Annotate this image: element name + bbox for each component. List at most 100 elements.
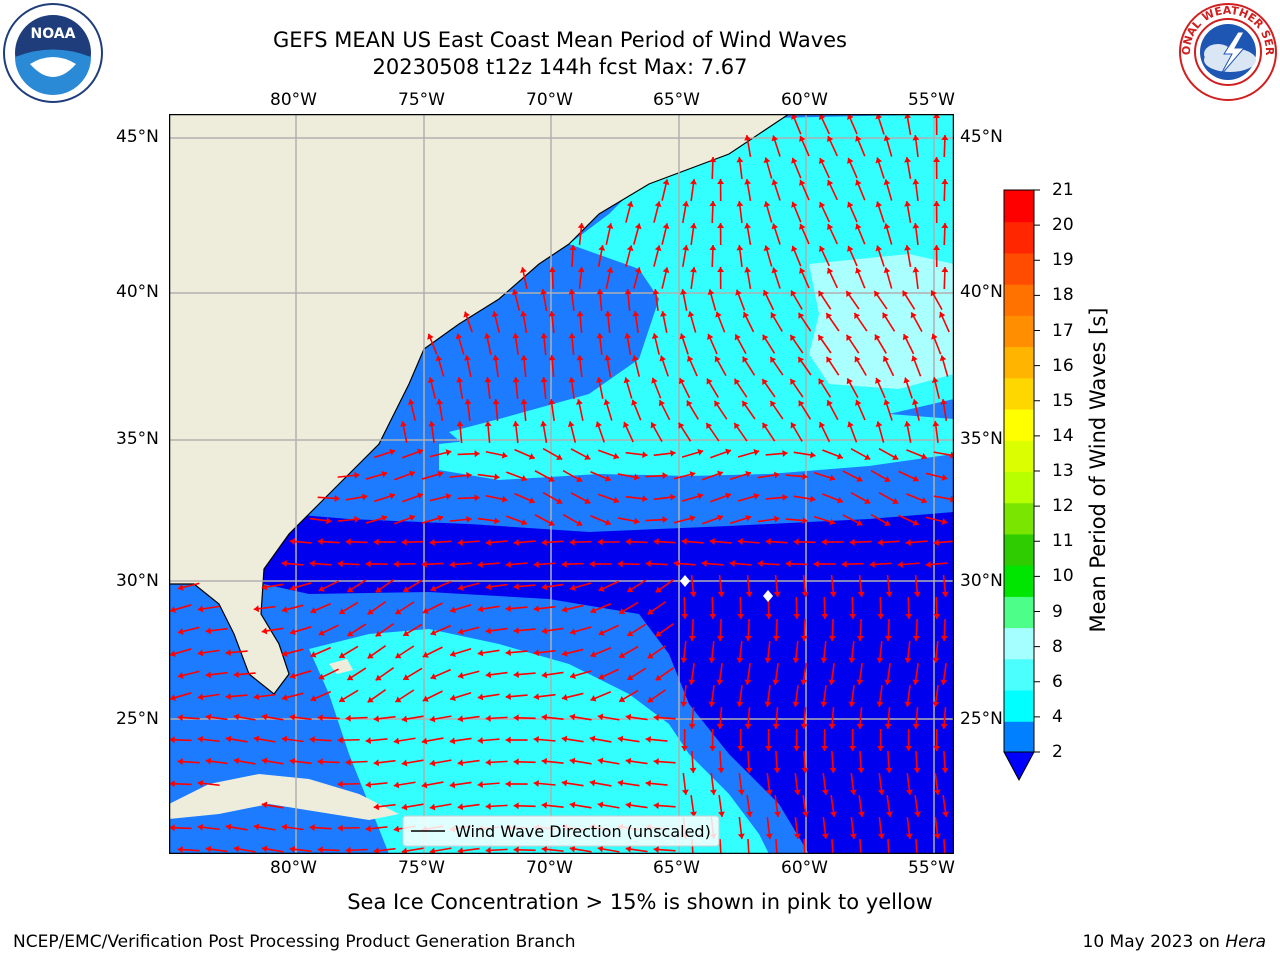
wave-direction-arrow [492, 398, 500, 422]
wave-direction-arrow [708, 684, 716, 708]
colorbar-tick-label: 16 [1052, 355, 1074, 376]
wave-direction-arrow [623, 377, 633, 399]
wave-direction-arrow [933, 539, 954, 547]
wave-direction-arrow [904, 684, 912, 708]
wave-direction-arrow [800, 706, 808, 730]
wave-direction-arrow [847, 245, 858, 267]
wave-direction-arrow [659, 355, 669, 377]
wave-direction-arrow [617, 473, 640, 481]
wave-direction-arrow [561, 648, 584, 657]
wave-direction-arrow [709, 156, 717, 180]
wave-direction-arrow [877, 816, 885, 840]
wave-direction-arrow [938, 311, 950, 333]
wave-direction-arrow [882, 355, 895, 377]
wave-direction-arrow [477, 736, 500, 744]
wave-direction-arrow [653, 802, 676, 810]
wave-direction-arrow [626, 623, 647, 637]
wave-direction-arrow [647, 601, 667, 615]
wave-direction-arrow [933, 244, 941, 268]
wave-direction-arrow [205, 757, 228, 765]
colorbar-tick-label: 12 [1052, 496, 1074, 517]
wave-direction-arrow [568, 376, 576, 400]
wave-direction-arrow [793, 816, 801, 840]
wave-direction-arrow [930, 289, 943, 311]
wave-direction-arrow [870, 469, 891, 483]
wave-direction-arrow [856, 706, 864, 730]
wave-direction-arrow [885, 574, 893, 598]
wave-direction-arrow [492, 354, 500, 378]
wave-direction-arrow [365, 560, 388, 568]
wave-direction-arrow [803, 838, 806, 854]
wave-direction-arrow [513, 583, 536, 591]
wave-direction-arrow [505, 693, 528, 701]
wave-direction-arrow [681, 448, 704, 458]
wave-direction-arrow [729, 470, 752, 481]
wave-direction-arrow [449, 648, 472, 658]
map-title: GEFS MEAN US East Coast Mean Period of W… [273, 28, 847, 52]
wave-direction-arrow [845, 290, 860, 310]
wave-direction-arrow [625, 451, 648, 459]
wave-direction-arrow [825, 312, 840, 332]
colorbar-title: Mean Period of Wind Waves [s] [1086, 307, 1110, 633]
wave-direction-arrow [940, 618, 948, 642]
wave-direction-arrow [886, 794, 893, 818]
wave-direction-arrow [905, 816, 913, 840]
wave-direction-arrow [569, 538, 592, 546]
wave-direction-arrow [625, 201, 634, 223]
wave-direction-arrow [169, 604, 192, 614]
wave-direction-arrow [845, 334, 860, 354]
wave-direction-arrow [826, 179, 839, 201]
wave-direction-arrow [736, 156, 744, 180]
wave-direction-arrow [457, 670, 480, 679]
wave-direction-arrow [848, 684, 856, 708]
wave-direction-arrow [855, 267, 866, 289]
colorbar-segment [1004, 627, 1034, 660]
wave-direction-arrow [875, 114, 885, 135]
wave-direction-arrow [345, 846, 368, 854]
wave-direction-arrow [456, 377, 464, 399]
wave-direction-arrow [597, 757, 620, 765]
wave-direction-arrow [540, 376, 548, 400]
lon-label-bottom: 60°W [781, 858, 828, 878]
wave-direction-arrow [820, 684, 828, 708]
wave-direction-arrow [741, 400, 756, 420]
wave-direction-arrow [737, 728, 745, 752]
wave-direction-arrow [897, 560, 920, 568]
wave-direction-arrow [345, 538, 368, 546]
wave-direction-arrow [449, 471, 472, 479]
colorbar-tick-label: 14 [1052, 425, 1074, 446]
wave-direction-arrow [737, 449, 760, 458]
wave-direction-arrow [309, 517, 332, 525]
wave-direction-arrow [541, 583, 564, 591]
wave-direction-arrow [770, 312, 783, 332]
wave-direction-arrow [681, 596, 689, 620]
wave-direction-arrow [828, 618, 836, 642]
wave-direction-arrow [561, 692, 584, 701]
wave-direction-arrow [394, 470, 416, 481]
wave-direction-arrow [678, 422, 692, 442]
wave-direction-arrow [911, 399, 920, 421]
wave-direction-arrow [429, 803, 452, 811]
wave-direction-arrow [407, 399, 416, 421]
wave-direction-arrow [540, 332, 548, 356]
wave-direction-arrow [626, 579, 647, 593]
wave-direction-arrow [709, 537, 732, 545]
wave-direction-arrow [710, 492, 732, 503]
wave-direction-arrow [826, 223, 839, 245]
wave-direction-arrow [817, 334, 832, 354]
wave-direction-arrow [681, 201, 690, 223]
wave-direction-arrow [686, 400, 699, 420]
wave-direction-arrow [624, 288, 632, 312]
wave-direction-arrow [309, 560, 332, 568]
wave-direction-arrow [688, 618, 696, 642]
wave-direction-arrow [449, 737, 472, 745]
wave-direction-arrow [541, 713, 564, 721]
wave-direction-arrow [345, 714, 368, 722]
wave-direction-arrow [830, 794, 837, 818]
wave-direction-arrow [534, 514, 555, 526]
wave-direction-arrow [289, 713, 312, 721]
wave-direction-arrow [817, 290, 832, 310]
wave-direction-arrow [763, 245, 773, 267]
wave-direction-arrow [717, 222, 725, 246]
wave-direction-arrow [829, 574, 837, 598]
